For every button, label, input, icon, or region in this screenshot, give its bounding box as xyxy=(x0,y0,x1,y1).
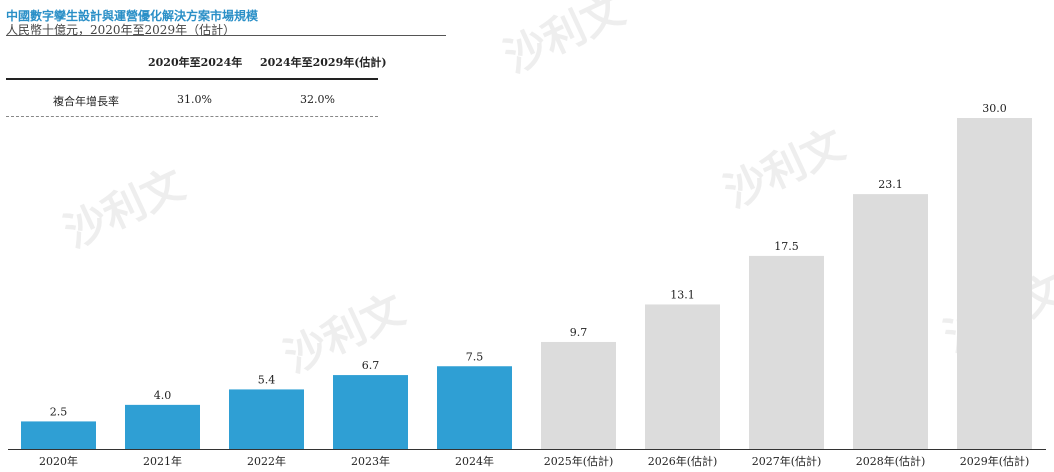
bar-value-label: 6.7 xyxy=(362,359,380,372)
bar-value-label: 13.1 xyxy=(670,288,695,301)
bar xyxy=(437,366,512,449)
bar xyxy=(645,304,720,449)
category-label: 2029年(估計) xyxy=(960,454,1030,468)
bar-value-label: 9.7 xyxy=(570,326,588,339)
bar xyxy=(957,118,1032,449)
bar-value-label: 30.0 xyxy=(982,102,1007,115)
category-label: 2023年 xyxy=(351,454,390,468)
bar-value-label: 4.0 xyxy=(154,389,172,402)
category-label: 2021年 xyxy=(143,454,182,468)
category-label: 2028年(估計) xyxy=(856,454,926,468)
category-label: 2020年 xyxy=(39,454,78,468)
cagr-value-period-1: 31.0% xyxy=(177,93,212,106)
category-label: 2022年 xyxy=(247,454,286,468)
category-label: 2026年(估計) xyxy=(648,454,718,468)
category-label: 2025年(估計) xyxy=(544,454,614,468)
chart-title: 中國數字孿生設計與運營優化解決方案市場規模 xyxy=(6,9,259,23)
cagr-table: 2020年至2024年 2024年至2029年(估計) 複合年增長率 31.0%… xyxy=(6,50,387,117)
bar xyxy=(853,194,928,449)
chart-subtitle: 人民幣十億元，2020年至2029年（估計） xyxy=(6,23,236,37)
cagr-table-row: 複合年增長率 31.0% 32.0% xyxy=(6,80,378,117)
bar-value-label: 17.5 xyxy=(774,240,799,253)
bar xyxy=(749,255,824,449)
bar xyxy=(125,404,200,449)
cagr-row-label: 複合年增長率 xyxy=(53,95,119,108)
cagr-header-period-1: 2020年至2024年 xyxy=(148,56,243,69)
bar-value-label: 2.5 xyxy=(50,405,68,418)
category-label: 2024年 xyxy=(455,454,494,468)
bar xyxy=(21,421,96,449)
bar-value-label: 5.4 xyxy=(258,373,276,386)
cagr-header-period-2: 2024年至2029年(估計) xyxy=(260,56,387,69)
bar xyxy=(333,375,408,449)
bar xyxy=(541,341,616,449)
category-label: 2027年(估計) xyxy=(752,454,822,468)
bar-value-label: 23.1 xyxy=(878,178,903,191)
title-divider xyxy=(6,35,446,36)
bar xyxy=(229,389,304,449)
cagr-value-period-2: 32.0% xyxy=(300,93,335,106)
cagr-table-header: 2020年至2024年 2024年至2029年(估計) xyxy=(6,50,387,80)
bar-value-label: 7.5 xyxy=(466,350,484,363)
